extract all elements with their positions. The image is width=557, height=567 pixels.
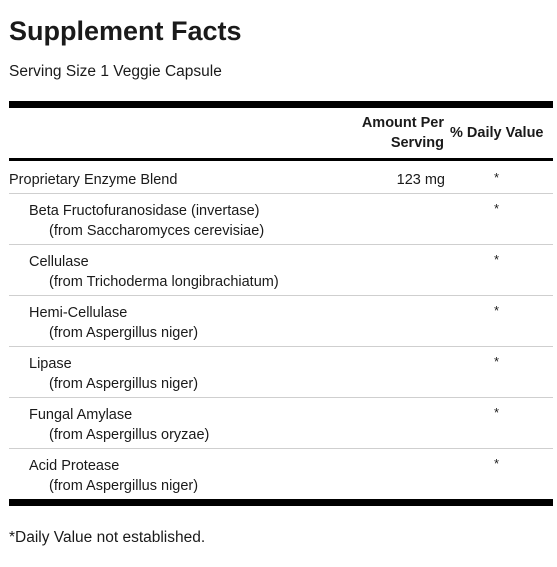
ingredient-daily-value: * bbox=[494, 170, 500, 185]
ingredient-name: Cellulase bbox=[29, 254, 89, 270]
header-divider-rule bbox=[9, 158, 553, 161]
bottom-thick-rule bbox=[9, 499, 553, 506]
row-separator bbox=[9, 397, 553, 398]
ingredient-name: Beta Fructofuranosidase (invertase) bbox=[29, 203, 260, 219]
ingredient-source: (from Trichoderma longibrachiatum) bbox=[49, 274, 279, 290]
ingredient-name: Fungal Amylase bbox=[29, 407, 133, 423]
ingredient-daily-value: * bbox=[494, 405, 500, 420]
ingredient-daily-value: * bbox=[494, 201, 500, 216]
row-separator bbox=[9, 448, 553, 449]
ingredient-daily-value: * bbox=[494, 252, 500, 267]
ingredient-name: Acid Protease bbox=[29, 458, 120, 474]
serving-size: Serving Size 1 Veggie Capsule bbox=[9, 63, 222, 80]
ingredient-amount: 123 mg bbox=[396, 172, 445, 188]
amount-header-line2: Serving bbox=[390, 135, 444, 151]
daily-value-header: % Daily Value bbox=[450, 125, 544, 141]
ingredient-name: Lipase bbox=[29, 356, 72, 372]
amount-header-line1: Amount Per bbox=[361, 115, 444, 131]
row-separator bbox=[9, 244, 553, 245]
ingredient-source: (from Aspergillus oryzae) bbox=[49, 427, 210, 443]
ingredient-daily-value: * bbox=[494, 456, 500, 471]
row-separator bbox=[9, 295, 553, 296]
ingredient-source: (from Saccharomyces cerevisiae) bbox=[49, 223, 265, 239]
row-separator bbox=[9, 346, 553, 347]
supplement-facts-title: Supplement Facts bbox=[9, 16, 242, 46]
ingredient-name: Hemi-Cellulase bbox=[29, 305, 128, 321]
ingredient-source: (from Aspergillus niger) bbox=[49, 376, 199, 392]
top-thick-rule bbox=[9, 101, 553, 108]
ingredient-daily-value: * bbox=[494, 354, 500, 369]
footnote: *Daily Value not established. bbox=[9, 529, 206, 546]
ingredient-source: (from Aspergillus niger) bbox=[49, 325, 199, 341]
row-separator bbox=[9, 193, 553, 194]
amount-per-serving-header: Amount Per Serving bbox=[330, 113, 444, 153]
ingredient-daily-value: * bbox=[494, 303, 500, 318]
ingredient-name: Proprietary Enzyme Blend bbox=[9, 172, 178, 188]
ingredient-source: (from Aspergillus niger) bbox=[49, 478, 199, 494]
